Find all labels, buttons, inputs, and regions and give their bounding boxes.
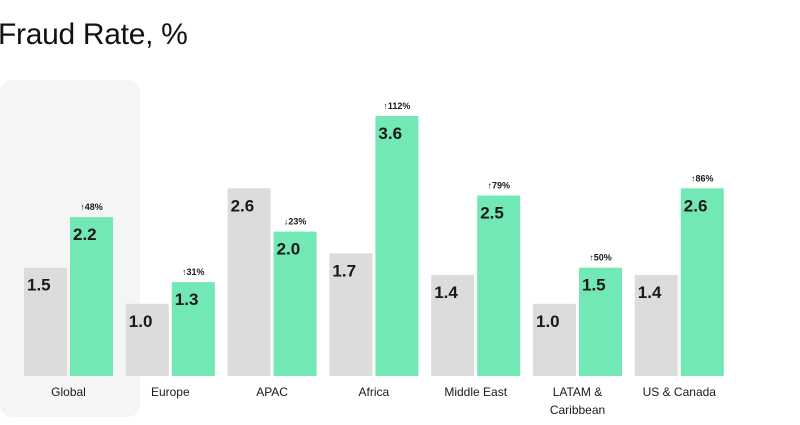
value-label-europe-previous: 1.0 xyxy=(129,312,153,331)
value-label-apac-current: 2.0 xyxy=(277,240,301,259)
bar-africa-previous xyxy=(329,253,373,376)
category-label-africa: Africa xyxy=(359,385,390,399)
chart-title: Fraud Rate, % xyxy=(0,18,188,51)
bar-africa-current xyxy=(375,116,419,376)
category-label-latam-and-caribbean: LATAM & xyxy=(553,385,603,399)
value-label-global-previous: 1.5 xyxy=(27,276,51,295)
bar-middle-east-current xyxy=(477,195,521,376)
value-label-africa-previous: 1.7 xyxy=(332,261,356,280)
change-label-global: ↑48% xyxy=(80,202,103,212)
bar-apac-current xyxy=(273,231,317,376)
value-label-middle-east-previous: 1.4 xyxy=(434,283,458,302)
bar-latam-and-caribbean-previous xyxy=(533,303,576,376)
bar-global-current xyxy=(70,217,113,376)
category-label-europe: Europe xyxy=(151,385,190,399)
value-label-middle-east-current: 2.5 xyxy=(480,204,504,223)
bar-apac-previous xyxy=(227,188,271,376)
value-label-us-and-canada-previous: 1.4 xyxy=(638,283,662,302)
bar-europe-previous xyxy=(125,303,169,376)
change-label-africa: ↑112% xyxy=(383,101,410,111)
change-label-middle-east: ↑79% xyxy=(487,181,510,191)
value-label-us-and-canada-current: 2.6 xyxy=(684,196,708,215)
bar-us-and-canada-previous xyxy=(634,274,678,376)
bar-europe-current xyxy=(171,282,215,376)
value-label-africa-current: 3.6 xyxy=(378,124,402,143)
value-label-europe-current: 1.3 xyxy=(175,290,199,309)
change-label-latam-and-caribbean: ↑50% xyxy=(589,253,612,263)
category-label-middle-east: Middle East xyxy=(444,385,507,399)
bar-latam-and-caribbean-current xyxy=(579,267,622,376)
change-label-us-and-canada: ↑86% xyxy=(691,173,714,183)
change-label-apac: ↓23% xyxy=(284,217,307,227)
value-label-apac-previous: 2.6 xyxy=(231,196,255,215)
bar-global-previous xyxy=(24,267,67,376)
change-label-europe: ↑31% xyxy=(182,267,205,277)
value-label-latam-and-caribbean-current: 1.5 xyxy=(582,276,606,295)
category-label-apac: APAC xyxy=(256,385,288,399)
bar-us-and-canada-current xyxy=(680,188,724,376)
bar-middle-east-previous xyxy=(431,274,475,376)
value-label-global-current: 2.2 xyxy=(73,225,97,244)
value-label-latam-and-caribbean-previous: 1.0 xyxy=(536,312,560,331)
category-label-global: Global xyxy=(51,385,86,399)
category-label-latam-and-caribbean-line-2: Caribbean xyxy=(550,403,605,417)
category-label-us-and-canada: US & Canada xyxy=(643,385,717,399)
